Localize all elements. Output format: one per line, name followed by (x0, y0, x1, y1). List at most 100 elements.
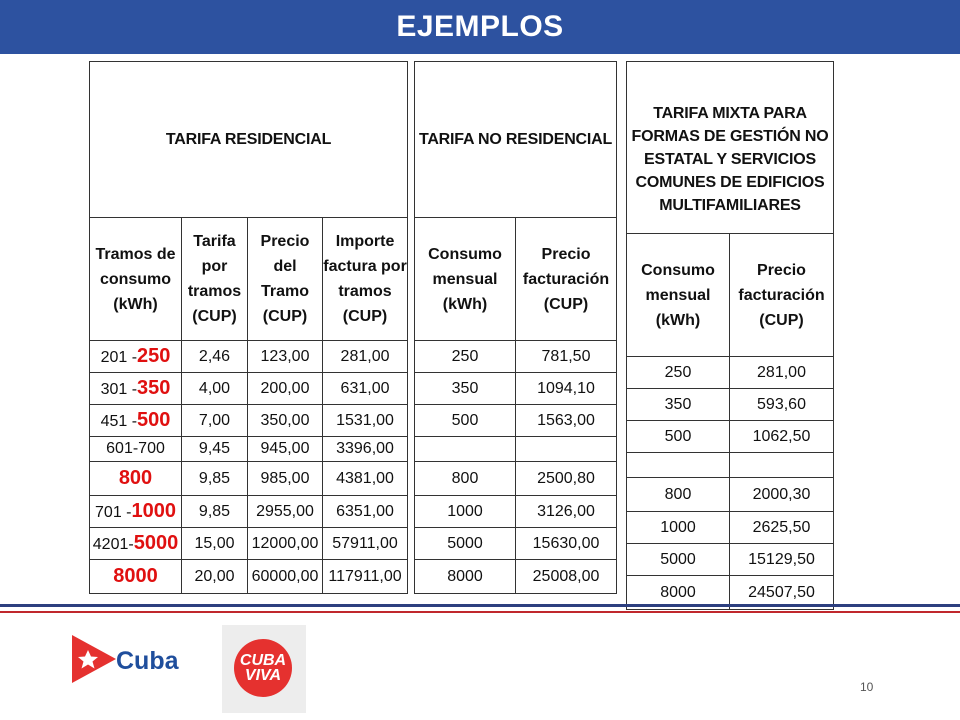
cuba-viva-badge: CUBA VIVA (234, 639, 292, 697)
table-row (414, 436, 618, 462)
table-row: 8000 20,00 60000,00 117911,00 (89, 559, 409, 594)
precio-cell: 25008,00 (514, 559, 618, 594)
precio-cell: 15129,50 (729, 543, 834, 576)
tramo-highlight: 250 (137, 345, 171, 367)
consumo-cell: 350 (626, 388, 730, 421)
precio-cell: 2625,50 (729, 511, 834, 544)
precio-cell: 2000,30 (729, 477, 834, 512)
cuba-logo-text: Cuba (116, 647, 180, 675)
precio-cell: 1062,50 (729, 420, 834, 453)
tramo-start: 451 - (100, 413, 138, 430)
precio-cell: 2500,80 (514, 461, 618, 496)
header-consumo-mensual: Consumo mensual (kWh) (626, 233, 730, 357)
cuba-viva-logo: CUBA VIVA (222, 625, 306, 713)
tarifa-no-residencial-title: TARIFA NO RESIDENCIAL (413, 61, 618, 218)
table-row: 1000 3126,00 (414, 495, 618, 528)
consumo-cell: 500 (626, 420, 730, 453)
header-precio-facturacion: Precio facturación (CUP) (729, 233, 834, 357)
table-row: 350 1094,10 (414, 372, 618, 405)
header-tarifa-tramos: Tarifa por tramos (CUP) (181, 217, 248, 341)
consumo-cell: 5000 (414, 527, 516, 560)
tramo-start: 201 - (100, 349, 138, 366)
tramo-consumo-cell: 701 -1000 (89, 495, 182, 528)
tramo-highlight: 800 (118, 467, 153, 489)
tarifa-tramo-cell: 15,00 (181, 527, 248, 560)
table-row: 5000 15129,50 (626, 543, 834, 576)
consumo-cell: 5000 (626, 543, 730, 576)
importe-factura-cell: 117911,00 (321, 559, 409, 594)
precio-cell: 3126,00 (514, 495, 618, 528)
tarifa-mixta-table: TARIFA MIXTA PARA FORMAS DE GESTIÓN NO E… (626, 61, 834, 610)
tramo-highlight: 350 (137, 377, 171, 399)
tramo-start: 701 - (95, 504, 132, 521)
importe-factura-cell: 57911,00 (321, 527, 409, 560)
mixta-rows: 250 281,00 350 593,60 500 1062,50 800 2000,30 10… (626, 356, 834, 610)
tarifa-residencial-title: TARIFA RESIDENCIAL (88, 61, 409, 218)
consumo-cell (414, 436, 516, 462)
tramo-consumo-cell: 601-700 (89, 436, 182, 462)
importe-factura-cell: 631,00 (321, 372, 409, 405)
tarifa-mixta-title-line: TARIFA MIXTA PARA (653, 105, 807, 122)
consumo-cell: 250 (626, 356, 730, 389)
table-row: 250 281,00 (626, 356, 834, 389)
tramo-consumo-cell: 8000 (89, 559, 182, 594)
precio-tramo-cell: 60000,00 (247, 559, 323, 594)
header-precio-tramo: Precio del Tramo (CUP) (247, 217, 323, 341)
tarifa-mixta-title-line: FORMAS DE GESTIÓN NO (631, 128, 829, 145)
table-row: 701 -1000 9,85 2955,00 6351,00 (89, 495, 409, 528)
consumo-cell: 250 (414, 340, 516, 373)
table-row (626, 452, 834, 478)
cuba-logo: Cuba (70, 632, 180, 688)
title-banner: EJEMPLOS (0, 0, 960, 54)
tarifa-residencial-table: TARIFA RESIDENCIAL Tramos de consumo (kW… (88, 61, 409, 594)
separator-line-red (0, 611, 960, 613)
residencial-rows: 201 -250 2,46 123,00 281,00 301 -350 4,00 200,… (89, 340, 409, 594)
tramo-highlight: 8000 (113, 565, 158, 587)
table-row: 4201-5000 15,00 12000,00 57911,00 (89, 527, 409, 560)
table-row: 301 -350 4,00 200,00 631,00 (89, 372, 409, 405)
tramo-consumo-cell: 301 -350 (89, 372, 182, 405)
precio-tramo-cell: 200,00 (247, 372, 323, 405)
tramo-start: 4201- (92, 536, 134, 553)
consumo-cell: 8000 (414, 559, 516, 594)
header-precio-facturacion: Precio facturación (CUP) (514, 217, 618, 341)
tarifa-mixta-title: TARIFA MIXTA PARA FORMAS DE GESTIÓN NO E… (626, 61, 834, 234)
tarifa-tramo-cell: 7,00 (181, 404, 248, 437)
consumo-cell: 1000 (626, 511, 730, 544)
importe-factura-cell: 3396,00 (321, 436, 409, 462)
importe-factura-cell: 281,00 (321, 340, 409, 373)
table-row: 1000 2625,50 (626, 511, 834, 544)
precio-tramo-cell: 985,00 (247, 461, 323, 496)
tramo-consumo-cell: 201 -250 (89, 340, 182, 373)
precio-cell (514, 436, 618, 462)
table-row: 451 -500 7,00 350,00 1531,00 (89, 404, 409, 437)
precio-tramo-cell: 12000,00 (247, 527, 323, 560)
tarifa-tramo-cell: 9,85 (181, 495, 248, 528)
tarifa-tramo-cell: 9,85 (181, 461, 248, 496)
tramo-start: 301 - (100, 381, 138, 398)
tarifa-tramo-cell: 20,00 (181, 559, 248, 594)
consumo-cell: 800 (626, 477, 730, 512)
consumo-cell: 1000 (414, 495, 516, 528)
precio-cell: 15630,00 (514, 527, 618, 560)
precio-cell: 1094,10 (514, 372, 618, 405)
importe-factura-cell: 4381,00 (321, 461, 409, 496)
table-row: 500 1563,00 (414, 404, 618, 437)
consumo-cell: 350 (414, 372, 516, 405)
consumo-cell: 500 (414, 404, 516, 437)
tarifa-tramo-cell: 2,46 (181, 340, 248, 373)
precio-tramo-cell: 350,00 (247, 404, 323, 437)
consumo-cell (626, 452, 730, 478)
table-row: 8000 25008,00 (414, 559, 618, 594)
tarifa-mixta-title-line: MULTIFAMILIARES (659, 197, 801, 214)
tramo-consumo-cell: 4201-5000 (89, 527, 182, 560)
slide-title: EJEMPLOS (396, 10, 564, 43)
tramo-consumo-cell: 451 -500 (89, 404, 182, 437)
page-number: 10 (860, 680, 874, 694)
cuba-viva-text-1: CUBA (239, 652, 287, 669)
header-consumo-mensual: Consumo mensual (kWh) (414, 217, 516, 341)
precio-tramo-cell: 2955,00 (247, 495, 323, 528)
tarifa-mixta-title-line: COMUNES DE EDIFICIOS (635, 174, 825, 191)
tarifa-mixta-title-line: ESTATAL Y SERVICIOS (644, 151, 816, 168)
precio-cell: 593,60 (729, 388, 834, 421)
